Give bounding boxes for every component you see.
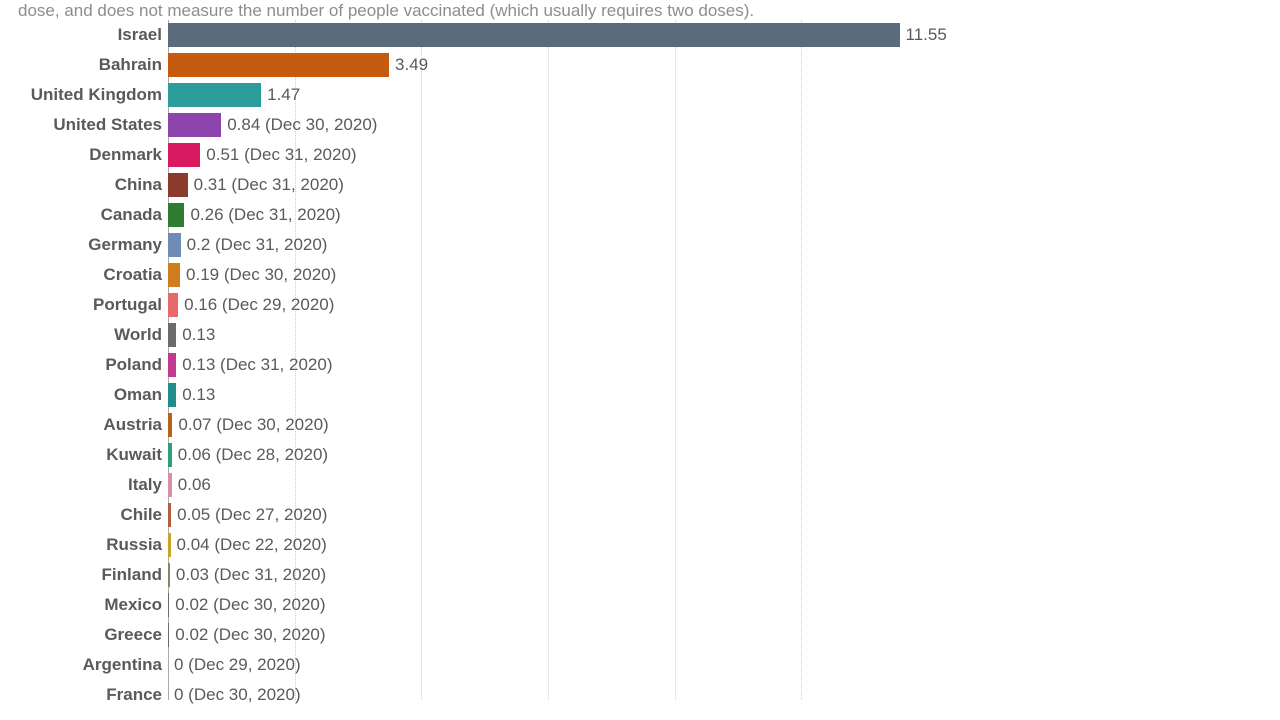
- chart-row: Greece0.02 (Dec 30, 2020): [168, 620, 928, 650]
- chart-row: Poland0.13 (Dec 31, 2020): [168, 350, 928, 380]
- chart-row: Israel11.55: [168, 20, 928, 50]
- bar: [168, 293, 178, 317]
- country-label: Portugal: [93, 295, 168, 315]
- value-label: 0.19 (Dec 30, 2020): [180, 265, 336, 285]
- country-label: Croatia: [103, 265, 168, 285]
- value-label: 0.05 (Dec 27, 2020): [171, 505, 327, 525]
- country-label: Israel: [118, 25, 168, 45]
- country-label: China: [115, 175, 168, 195]
- country-label: Austria: [103, 415, 168, 435]
- chart-row: Canada0.26 (Dec 31, 2020): [168, 200, 928, 230]
- country-label: Chile: [120, 505, 168, 525]
- value-label: 0.02 (Dec 30, 2020): [169, 625, 325, 645]
- chart-row: United States0.84 (Dec 30, 2020): [168, 110, 928, 140]
- chart-row: Oman0.13: [168, 380, 928, 410]
- chart-row: Bahrain3.49: [168, 50, 928, 80]
- value-label: 0.02 (Dec 30, 2020): [169, 595, 325, 615]
- chart-row: China0.31 (Dec 31, 2020): [168, 170, 928, 200]
- country-label: Mexico: [104, 595, 168, 615]
- value-label: 0.04 (Dec 22, 2020): [171, 535, 327, 555]
- value-label: 1.47: [261, 85, 300, 105]
- country-label: Kuwait: [106, 445, 168, 465]
- bar: [168, 263, 180, 287]
- bar: [168, 233, 181, 257]
- value-label: 3.49: [389, 55, 428, 75]
- value-label: 0.84 (Dec 30, 2020): [221, 115, 377, 135]
- country-label: Russia: [106, 535, 168, 555]
- chart-row: United Kingdom1.47: [168, 80, 928, 110]
- bar: [168, 173, 188, 197]
- chart-row: Kuwait0.06 (Dec 28, 2020): [168, 440, 928, 470]
- bar: [168, 23, 900, 47]
- value-label: 0.26 (Dec 31, 2020): [184, 205, 340, 225]
- country-label: Finland: [102, 565, 168, 585]
- value-label: 0.31 (Dec 31, 2020): [188, 175, 344, 195]
- value-label: 0.16 (Dec 29, 2020): [178, 295, 334, 315]
- country-label: Germany: [88, 235, 168, 255]
- chart-row: Russia0.04 (Dec 22, 2020): [168, 530, 928, 560]
- country-label: Bahrain: [99, 55, 168, 75]
- vaccination-bar-chart: Israel11.55Bahrain3.49United Kingdom1.47…: [168, 20, 928, 720]
- bar: [168, 203, 184, 227]
- value-label: 0.51 (Dec 31, 2020): [200, 145, 356, 165]
- country-label: Oman: [114, 385, 168, 405]
- value-label: 11.55: [900, 25, 947, 45]
- country-label: United States: [53, 115, 168, 135]
- value-label: 0.13: [176, 325, 215, 345]
- value-label: 0.07 (Dec 30, 2020): [172, 415, 328, 435]
- bar: [168, 113, 221, 137]
- country-label: Denmark: [89, 145, 168, 165]
- bar: [168, 323, 176, 347]
- bar: [168, 353, 176, 377]
- bar: [168, 143, 200, 167]
- country-label: Poland: [105, 355, 168, 375]
- value-label: 0.06 (Dec 28, 2020): [172, 445, 328, 465]
- chart-row: Italy0.06: [168, 470, 928, 500]
- chart-row: Austria0.07 (Dec 30, 2020): [168, 410, 928, 440]
- plot-area: Israel11.55Bahrain3.49United Kingdom1.47…: [168, 20, 928, 700]
- country-label: Greece: [104, 625, 168, 645]
- chart-row: Mexico0.02 (Dec 30, 2020): [168, 590, 928, 620]
- bar: [168, 53, 389, 77]
- value-label: 0 (Dec 29, 2020): [168, 655, 301, 675]
- chart-row: Croatia0.19 (Dec 30, 2020): [168, 260, 928, 290]
- chart-row: Chile0.05 (Dec 27, 2020): [168, 500, 928, 530]
- chart-row: Finland0.03 (Dec 31, 2020): [168, 560, 928, 590]
- chart-row: Argentina0 (Dec 29, 2020): [168, 650, 928, 680]
- value-label: 0.13: [176, 385, 215, 405]
- chart-row: France0 (Dec 30, 2020): [168, 680, 928, 710]
- chart-row: Germany0.2 (Dec 31, 2020): [168, 230, 928, 260]
- bar: [168, 383, 176, 407]
- value-label: 0.13 (Dec 31, 2020): [176, 355, 332, 375]
- country-label: World: [114, 325, 168, 345]
- bar: [168, 83, 261, 107]
- value-label: 0.2 (Dec 31, 2020): [181, 235, 328, 255]
- value-label: 0 (Dec 30, 2020): [168, 685, 301, 705]
- chart-row: Portugal0.16 (Dec 29, 2020): [168, 290, 928, 320]
- country-label: France: [106, 685, 168, 705]
- country-label: United Kingdom: [31, 85, 168, 105]
- chart-subtitle: dose, and does not measure the number of…: [18, 0, 754, 22]
- country-label: Argentina: [83, 655, 168, 675]
- chart-row: World0.13: [168, 320, 928, 350]
- value-label: 0.03 (Dec 31, 2020): [170, 565, 326, 585]
- value-label: 0.06: [172, 475, 211, 495]
- country-label: Italy: [128, 475, 168, 495]
- country-label: Canada: [101, 205, 168, 225]
- chart-row: Denmark0.51 (Dec 31, 2020): [168, 140, 928, 170]
